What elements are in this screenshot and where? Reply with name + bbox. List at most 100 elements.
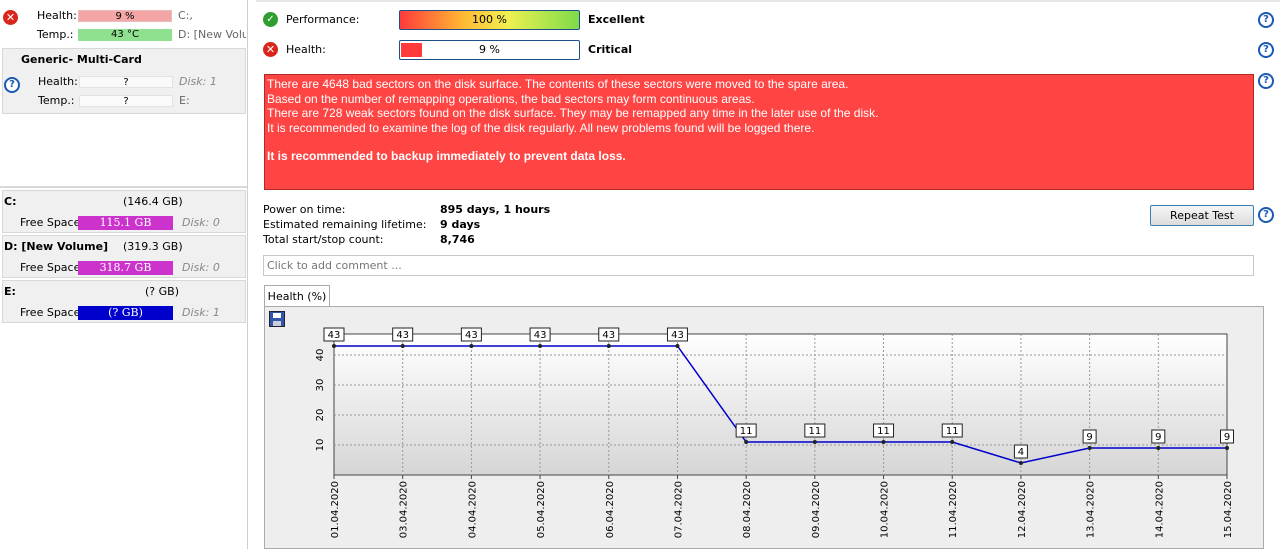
help-icon[interactable]: ? — [1258, 12, 1274, 28]
x-tick-label: 05.04.2020 — [536, 481, 547, 538]
disk-details-panel: ✓ Performance: 100 % Excellent ? ✕ Healt… — [256, 0, 1280, 549]
startstop-label: Total start/stop count: — [263, 233, 384, 246]
free-space-bar: 115.1 GB — [78, 216, 173, 230]
performance-value: 100 % — [472, 13, 507, 26]
alert-recommendation: It is recommended to backup immediately … — [267, 149, 626, 163]
save-icon[interactable] — [269, 311, 285, 327]
data-label: 43 — [465, 330, 478, 341]
x-tick-label: 10.04.2020 — [880, 481, 891, 538]
top-border — [256, 0, 1280, 2]
data-label-box — [529, 327, 551, 342]
health-meter: 9 % — [399, 40, 580, 60]
data-label: 9 — [1224, 432, 1230, 443]
health-text: Critical — [588, 43, 633, 56]
data-label: 43 — [671, 330, 684, 341]
data-label-box — [804, 423, 826, 438]
alert-line: It is recommended to examine the log of … — [267, 120, 815, 135]
data-label: 9 — [1086, 432, 1092, 443]
volume-size: (? GB) — [145, 285, 179, 298]
check-icon: ✓ — [263, 12, 278, 27]
disk2-temp-drive: E: — [179, 94, 190, 107]
data-label-box — [323, 327, 345, 342]
volume-size: (146.4 GB) — [123, 195, 183, 208]
data-point — [1087, 446, 1092, 450]
data-point — [675, 344, 680, 348]
data-label-box — [666, 327, 688, 342]
disk1-health-label: Health: — [37, 9, 77, 22]
y-tick-label: 40 — [315, 349, 326, 362]
x-tick-label: 12.04.2020 — [1017, 481, 1028, 538]
y-tick-label: 20 — [315, 409, 326, 422]
data-label-box — [735, 423, 757, 438]
data-point — [881, 440, 886, 444]
data-label-box — [460, 327, 482, 342]
free-space-label: Free Space — [20, 216, 81, 229]
data-point — [538, 344, 543, 348]
y-tick-label: 10 — [315, 439, 326, 452]
disk-error-icon[interactable]: ✕ — [3, 10, 18, 25]
performance-meter: 100 % — [399, 10, 580, 30]
help-icon[interactable]: ? — [1258, 42, 1274, 58]
volume-item-e[interactable]: E: (? GB) Free Space (? GB) Disk: 1 — [2, 280, 246, 323]
data-label: 43 — [602, 330, 615, 341]
volume-item-d[interactable]: D: [New Volume] (319.3 GB) Free Space 31… — [2, 235, 246, 278]
data-point — [332, 344, 336, 348]
data-label: 11 — [740, 426, 753, 437]
y-tick-label: 30 — [315, 379, 326, 392]
data-point — [400, 344, 405, 348]
x-tick-label: 03.04.2020 — [399, 481, 410, 538]
data-label-box — [873, 423, 895, 438]
data-point — [469, 344, 474, 348]
volume-item-c[interactable]: C: (146.4 GB) Free Space 115.1 GB Disk: … — [2, 190, 246, 233]
data-label: 43 — [534, 330, 547, 341]
data-label: 11 — [877, 426, 890, 437]
data-point — [1156, 446, 1161, 450]
data-label-box — [1151, 429, 1166, 444]
data-label-box — [1082, 429, 1097, 444]
disk2-health-drive: Disk: 1 — [179, 75, 217, 88]
data-label-box — [1220, 429, 1234, 444]
health-series-line — [334, 345, 1227, 464]
data-point — [950, 440, 955, 444]
data-label: 9 — [1155, 432, 1161, 443]
x-tick-label: 15.04.2020 — [1223, 481, 1234, 538]
health-label: Health: — [286, 43, 326, 56]
disk1-health-bar: 9 % — [78, 10, 172, 22]
help-icon[interactable]: ? — [1258, 207, 1274, 223]
data-label: 43 — [396, 330, 409, 341]
volume-size: (319.3 GB) — [123, 240, 183, 253]
disk2-temp-label: Temp.: — [38, 94, 75, 107]
error-icon: ✕ — [263, 42, 278, 57]
disk2-temp-bar: ? — [79, 95, 173, 107]
volume-disk: Disk: 1 — [182, 306, 220, 319]
volume-disk: Disk: 0 — [182, 261, 220, 274]
data-label: 43 — [328, 330, 341, 341]
health-value: 9 % — [479, 43, 500, 56]
x-tick-label: 11.04.2020 — [948, 481, 959, 538]
alert-line: There are 728 weak sectors found on the … — [267, 106, 879, 120]
x-tick-label: 08.04.2020 — [742, 481, 753, 538]
disk1-health-drive: C:, — [178, 9, 193, 22]
free-space-label: Free Space — [20, 261, 81, 274]
data-label-box — [392, 327, 414, 342]
alert-box: There are 4648 bad sectors on the disk s… — [264, 74, 1254, 190]
help-icon[interactable]: ? — [1258, 73, 1274, 89]
lifetime-value: 9 days — [440, 218, 481, 231]
x-tick-label: 07.04.2020 — [673, 481, 684, 538]
data-label: 4 — [1018, 447, 1024, 458]
data-label: 11 — [808, 426, 821, 437]
tab-health[interactable]: Health (%) — [264, 285, 330, 307]
disk2-panel[interactable]: Generic- Multi-Card ? Health: ? Disk: 1 … — [2, 48, 246, 114]
data-point — [744, 440, 749, 444]
data-point — [1225, 446, 1229, 450]
x-tick-label: 14.04.2020 — [1154, 481, 1165, 538]
disk1-temp-drive: D: [New Volu — [178, 28, 246, 41]
health-meter-fill — [401, 43, 422, 57]
comment-field[interactable]: Click to add comment ... — [263, 255, 1254, 276]
disk1-temp-bar: 43 °C — [78, 29, 172, 41]
volume-name: D: [New Volume] — [4, 240, 109, 253]
repeat-test-button[interactable]: Repeat Test — [1150, 205, 1254, 226]
disk2-health-label: Health: — [38, 75, 78, 88]
disk1-temp-label: Temp.: — [37, 28, 74, 41]
free-space-label: Free Space — [20, 306, 81, 319]
